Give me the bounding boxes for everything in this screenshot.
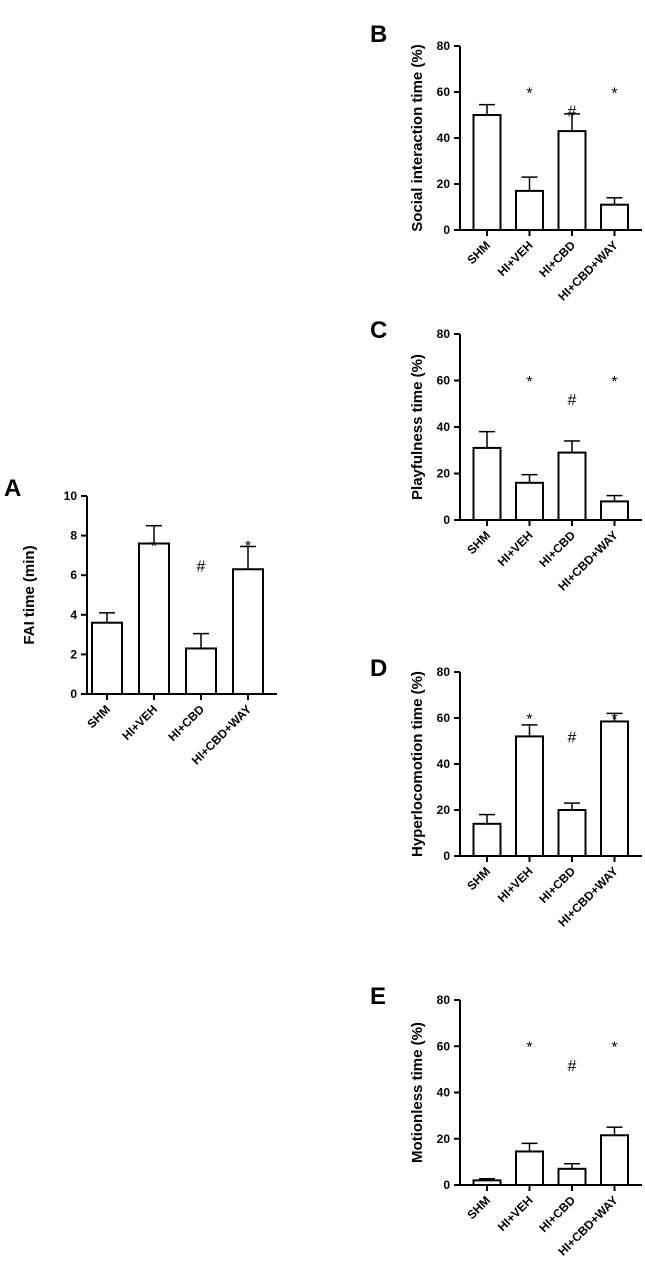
bar: [138, 542, 170, 696]
bar: [557, 809, 587, 857]
bar: [557, 130, 587, 232]
y-axis-label: Hyperlocomotion time (%): [409, 671, 426, 857]
y-tick-label: 20: [437, 177, 451, 191]
bar: [472, 822, 502, 857]
panel-letter: C: [370, 317, 387, 344]
y-tick-label: 40: [437, 131, 451, 145]
y-tick-label: 20: [437, 1132, 451, 1146]
y-axis-label: FAI time (min): [21, 545, 38, 644]
x-category-label: SHM: [464, 238, 493, 267]
x-category-label: HI+VEH: [495, 238, 536, 279]
panel-letter: A: [4, 475, 21, 502]
y-tick-label: 80: [437, 993, 451, 1007]
x-category-label: SHM: [464, 528, 493, 557]
x-category-label: HI+CBD: [536, 1193, 578, 1235]
y-tick-label: 0: [443, 223, 450, 237]
bar: [472, 446, 502, 521]
y-tick-label: 40: [437, 420, 451, 434]
bar: [91, 621, 123, 695]
y-tick-label: 20: [437, 467, 451, 481]
x-category-label: SHM: [464, 1193, 493, 1222]
y-axis-label: Motionless time (%): [409, 1022, 426, 1163]
significance-star: *: [151, 539, 157, 556]
bar: [600, 203, 629, 231]
y-tick-label: 10: [64, 489, 78, 503]
bar: [515, 735, 544, 858]
significance-star: *: [611, 1040, 617, 1057]
x-category-label: SHM: [84, 702, 113, 731]
x-category-label: HI+CBD: [536, 238, 578, 280]
significance-star: *: [526, 1040, 532, 1057]
y-tick-label: 60: [437, 85, 451, 99]
x-category-label: SHM: [464, 864, 493, 893]
bar: [185, 647, 217, 696]
bar: [472, 114, 502, 231]
y-tick-label: 40: [437, 1086, 451, 1100]
significance-hash: #: [568, 1058, 577, 1075]
y-tick-label: 0: [443, 1178, 450, 1192]
significance-hash: #: [568, 729, 577, 746]
y-tick-label: 4: [70, 608, 77, 622]
significance-star: *: [245, 539, 251, 556]
y-tick-label: 0: [70, 687, 77, 701]
panel-a: A FAI time (min) 0 2 4 6 8 10 SHM * HI+VEH # HI+CBD *…: [4, 475, 277, 767]
panel-c: C Playfulness time (%) 0 20 40 60 80 SHM * HI+VEH…: [370, 317, 642, 593]
bar: [600, 500, 629, 521]
y-tick-label: 8: [70, 529, 77, 543]
panel-letter: E: [370, 983, 386, 1010]
significance-star: *: [611, 711, 617, 728]
panel-d: D Hyperlocomotion time (%) 0 20 40 60 80 SHM * HI…: [370, 655, 642, 929]
x-category-label: HI+VEH: [495, 864, 536, 905]
bar: [472, 1179, 502, 1186]
bar: [557, 451, 587, 522]
y-tick-label: 80: [437, 39, 451, 53]
y-tick-label: 0: [443, 849, 450, 863]
significance-star: *: [611, 374, 617, 391]
x-category-label: HI+VEH: [495, 528, 536, 569]
bar: [515, 1150, 544, 1186]
significance-star: *: [611, 85, 617, 102]
panel-e: E Motionless time (%) 0 20 40 60 80 SHM * HI+VEH #…: [370, 983, 642, 1258]
y-axis-label: Playfulness time (%): [409, 354, 426, 500]
y-axis-label: Social interaction time (%): [409, 44, 426, 232]
panel-b: B Social interaction time (%) 0 20 40 60 80 SHM…: [370, 21, 642, 303]
significance-star: *: [526, 711, 532, 728]
x-category-label: HI+VEH: [495, 1193, 536, 1234]
bar: [600, 720, 629, 858]
significance-star: *: [526, 85, 532, 102]
bar: [515, 189, 544, 231]
y-tick-label: 80: [437, 327, 451, 341]
x-category-label: HI+CBD: [536, 864, 578, 906]
x-category-label: HI+CBD: [165, 702, 207, 744]
bar: [515, 481, 544, 521]
y-tick-label: 2: [70, 647, 77, 661]
y-tick-label: 0: [443, 513, 450, 527]
y-tick-label: 20: [437, 803, 451, 817]
x-category-label: HI+CBD: [536, 528, 578, 570]
significance-star: *: [526, 374, 532, 391]
y-tick-label: 60: [437, 711, 451, 725]
bar: [600, 1134, 629, 1186]
panel-letter: D: [370, 655, 387, 682]
significance-hash: #: [197, 558, 206, 575]
y-tick-label: 60: [437, 374, 451, 388]
y-tick-label: 40: [437, 757, 451, 771]
panel-letter: B: [370, 21, 387, 48]
y-tick-label: 80: [437, 665, 451, 679]
significance-hash: #: [568, 392, 577, 409]
bar: [232, 568, 264, 696]
significance-hash: #: [568, 103, 577, 120]
y-tick-label: 60: [437, 1039, 451, 1053]
y-tick-label: 6: [70, 568, 77, 582]
x-category-label: HI+VEH: [119, 702, 160, 743]
bar: [557, 1167, 587, 1186]
